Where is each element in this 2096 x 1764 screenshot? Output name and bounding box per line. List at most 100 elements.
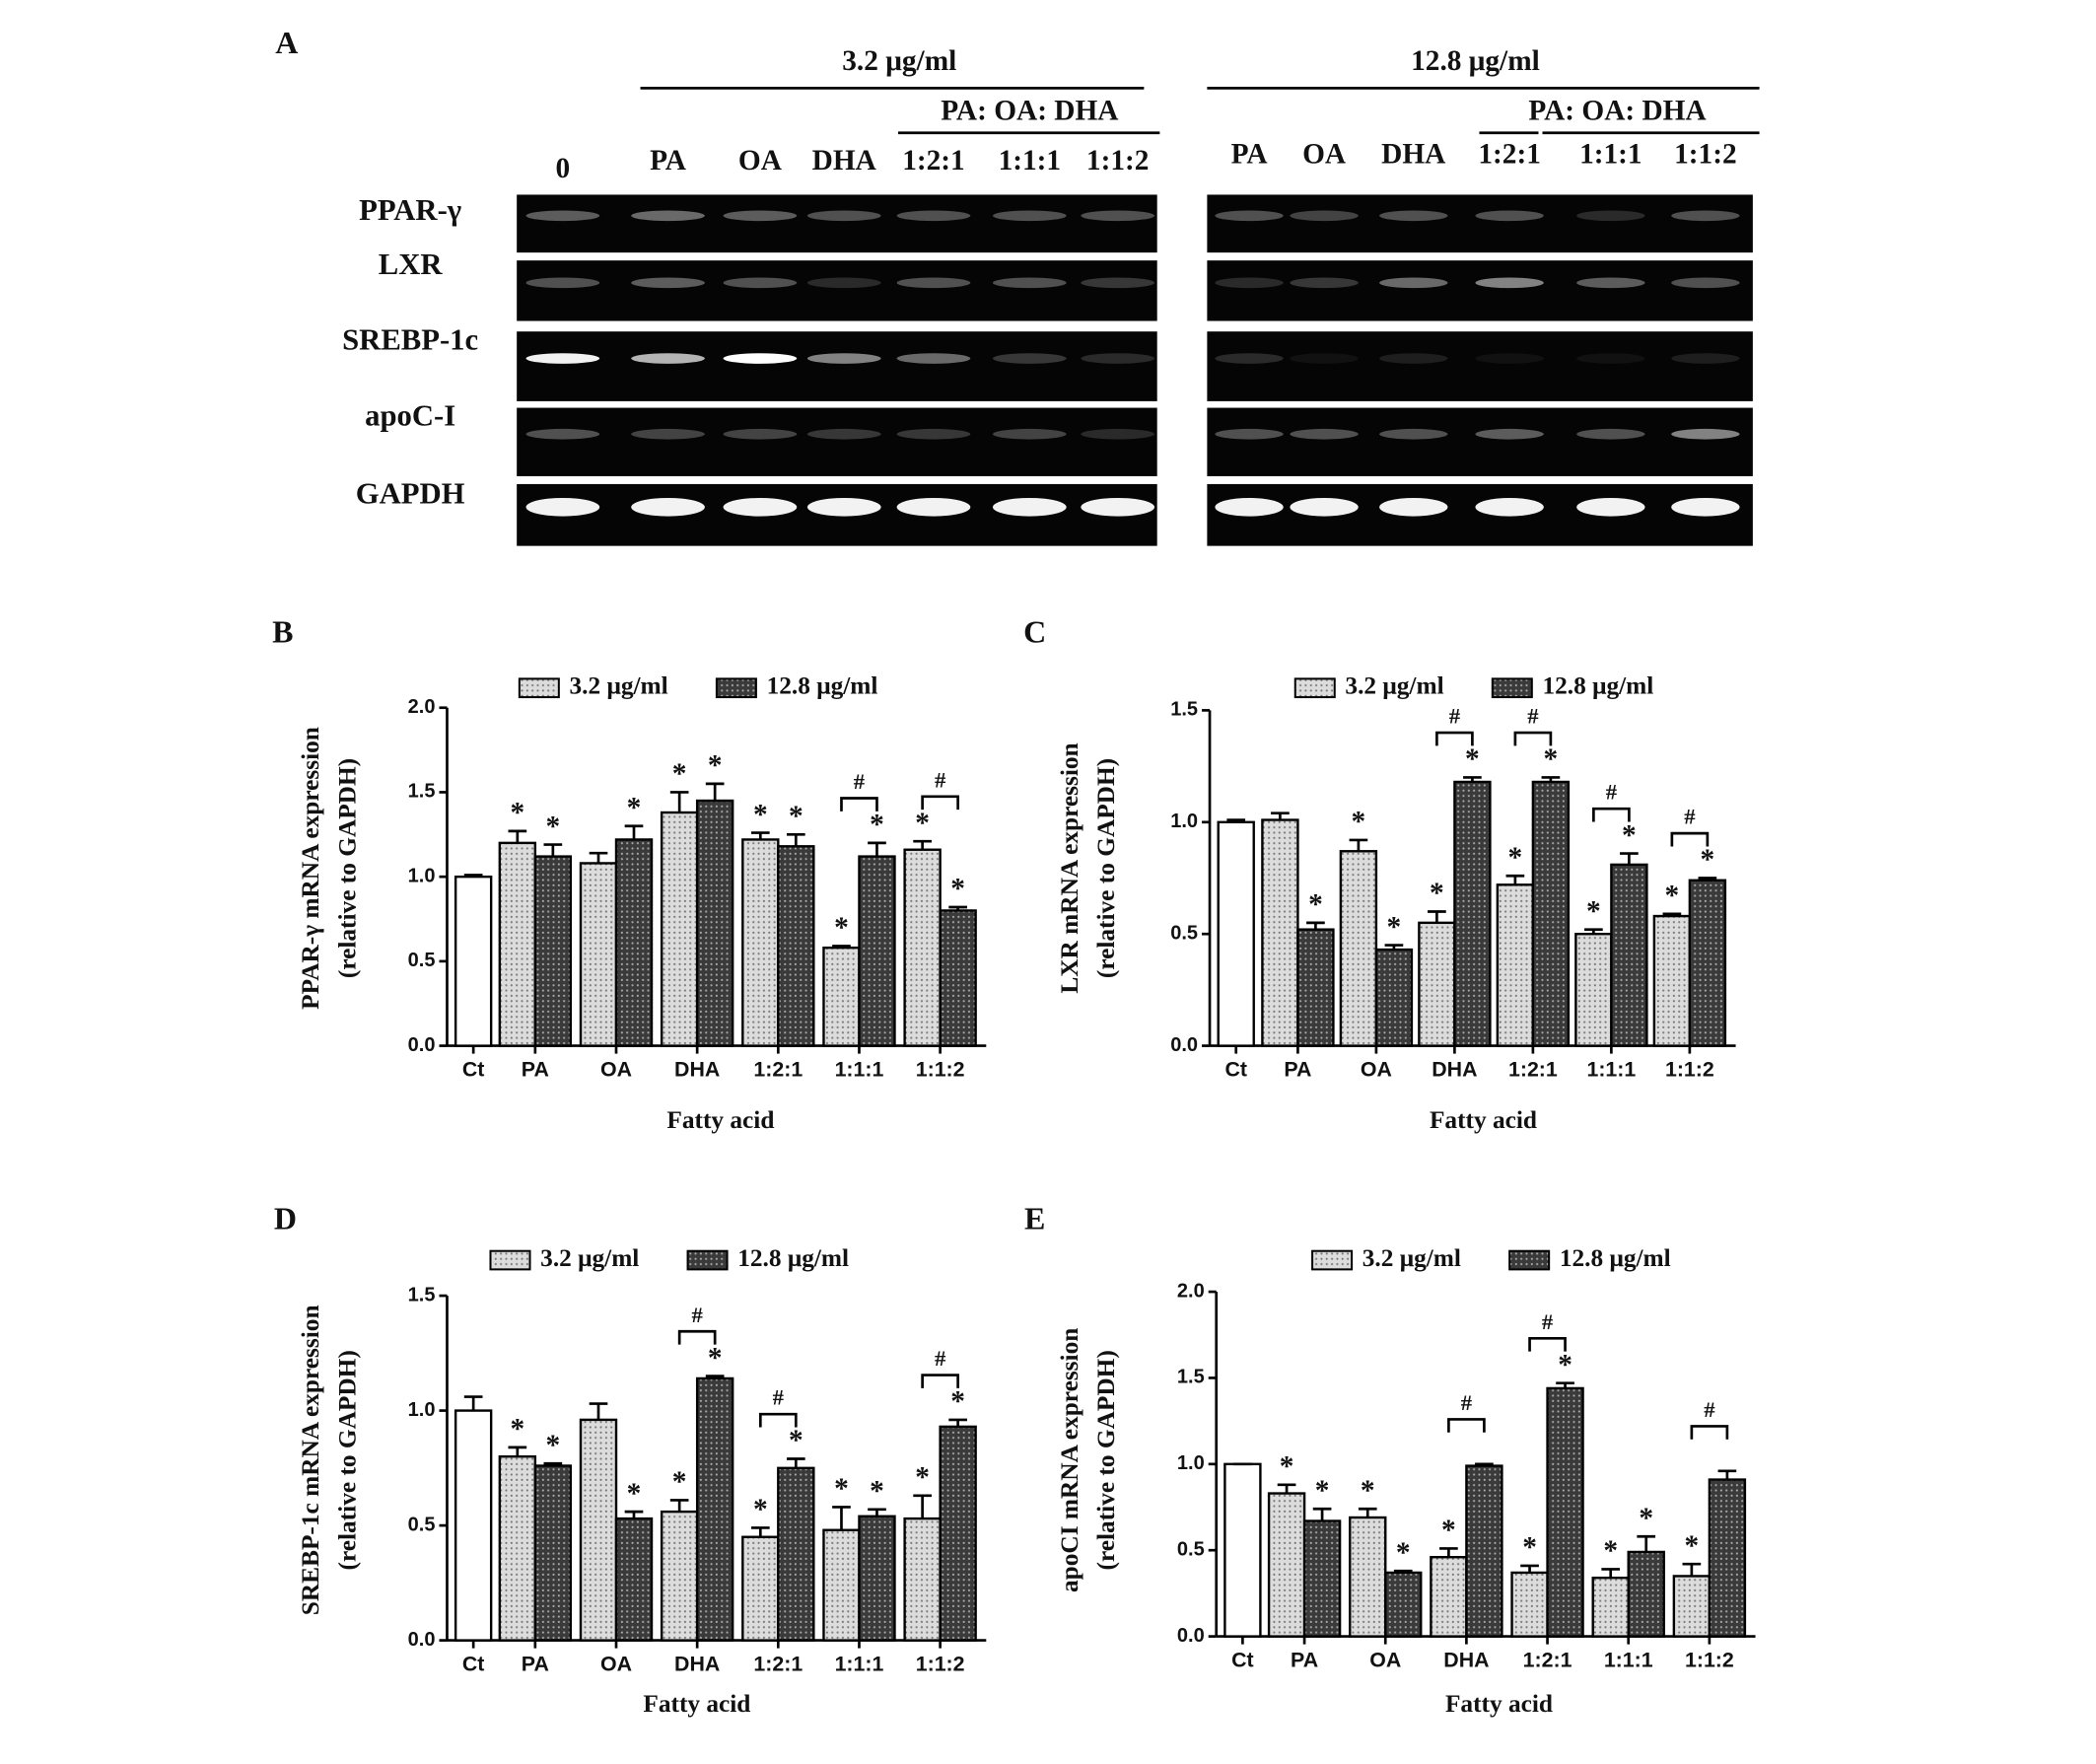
- x-tick-label: 1:1:1: [1586, 1058, 1636, 1082]
- error-bar: [1393, 1569, 1413, 1573]
- error-bar: [543, 1461, 563, 1466]
- y-tick-label: 2.0: [1177, 1280, 1205, 1302]
- bar: [939, 1425, 977, 1642]
- band: [1081, 277, 1155, 289]
- error-bar: [1682, 1562, 1702, 1577]
- significance-star: *: [1441, 1515, 1456, 1546]
- lane-label: OA: [738, 145, 782, 176]
- bar: [1217, 820, 1255, 1047]
- legend-label: 3.2 μg/ml: [1362, 1244, 1461, 1272]
- x-axis-label: Fatty acid: [666, 1106, 774, 1134]
- bar: [1223, 1462, 1262, 1638]
- y-tick-label: 1.0: [1170, 811, 1198, 832]
- band: [723, 353, 798, 364]
- bar: [1591, 1576, 1630, 1638]
- bar: [579, 1418, 618, 1642]
- significance-star: *: [870, 1475, 884, 1507]
- bar: [777, 845, 815, 1047]
- x-axis-label: Fatty acid: [1445, 1690, 1553, 1718]
- error-bar: [1620, 852, 1639, 865]
- significance-star: *: [753, 1494, 768, 1525]
- legend-swatch: [489, 1249, 531, 1271]
- legend-swatch: [518, 677, 560, 699]
- lane-label: PA: [650, 145, 686, 176]
- error-bar: [1428, 910, 1446, 923]
- legend-label: 3.2 μg/ml: [570, 672, 668, 700]
- bar: [1339, 850, 1378, 1047]
- error-bar: [1439, 1547, 1458, 1558]
- x-tick-label: Ct: [462, 1653, 485, 1676]
- bar: [858, 1515, 896, 1642]
- error-bar: [624, 824, 644, 840]
- significance-star: *: [753, 799, 768, 830]
- significance-star: *: [1558, 1349, 1572, 1380]
- bar: [1374, 948, 1414, 1047]
- bracket: [677, 1329, 717, 1345]
- bar: [1610, 863, 1648, 1047]
- gel-strip: [517, 331, 1157, 401]
- bracket: [1435, 731, 1474, 746]
- band: [525, 497, 600, 517]
- significance-star: *: [1544, 743, 1559, 775]
- hash-mark: #: [1461, 1390, 1473, 1415]
- bar: [695, 1376, 734, 1642]
- x-tick-label: DHA: [1432, 1058, 1477, 1082]
- error-bar: [1601, 1568, 1621, 1579]
- y-tick-label: 0.5: [1170, 922, 1198, 944]
- error-bar: [1556, 1381, 1574, 1388]
- band: [1475, 428, 1544, 440]
- legend-label: 12.8 μg/ml: [1542, 672, 1653, 700]
- x-tick-label: 1:1:2: [1665, 1058, 1714, 1082]
- y-axis-label: LXR mRNA expression: [1056, 742, 1083, 993]
- significance-star: *: [672, 1466, 687, 1498]
- band: [1081, 428, 1155, 440]
- lane-label: 1:2:1: [902, 145, 965, 176]
- hash-mark: #: [1684, 805, 1696, 829]
- y-tick-label: 1.5: [1170, 699, 1198, 721]
- error-bar: [669, 1499, 689, 1513]
- error-bar: [868, 1508, 886, 1517]
- band: [631, 428, 705, 440]
- error-bar: [1717, 1469, 1737, 1480]
- y-tick-label: 0.0: [408, 1629, 436, 1651]
- bar: [1418, 921, 1456, 1047]
- error-bar: [1698, 877, 1717, 881]
- band: [1671, 353, 1740, 364]
- band: [992, 497, 1067, 517]
- band: [1379, 277, 1448, 289]
- band: [1379, 353, 1448, 364]
- band: [1576, 210, 1645, 222]
- y-axis-label: SREBP-1c mRNA expression: [297, 1305, 324, 1615]
- y-tick-label: 1.5: [408, 781, 436, 803]
- bar: [939, 909, 977, 1047]
- x-tick-label: Ct: [1224, 1058, 1247, 1082]
- significance-star: *: [1352, 807, 1366, 838]
- hash-mark: #: [1542, 1309, 1554, 1334]
- bar: [903, 848, 942, 1047]
- bracket: [921, 795, 959, 811]
- bar: [903, 1517, 942, 1642]
- error-bar: [832, 1506, 851, 1530]
- band: [992, 428, 1067, 440]
- bar: [1349, 1516, 1387, 1638]
- x-axis-label: Fatty acid: [643, 1690, 750, 1718]
- x-tick-label: OA: [600, 1058, 632, 1082]
- y-tick-label: 1.0: [408, 1399, 436, 1421]
- band: [896, 210, 971, 222]
- lane-label: 1:1:1: [999, 145, 1062, 176]
- bar: [614, 838, 654, 1047]
- bracket: [1592, 807, 1631, 822]
- gel-strip: [1207, 483, 1753, 546]
- band: [896, 497, 971, 517]
- x-tick-label: OA: [600, 1653, 632, 1676]
- error-bar: [1463, 776, 1482, 782]
- bracket: [1513, 731, 1553, 746]
- error-bar: [1475, 1462, 1494, 1466]
- significance-star: *: [1701, 844, 1715, 876]
- significance-star: *: [1280, 1451, 1294, 1483]
- error-bar: [1637, 1534, 1656, 1552]
- significance-star: *: [1639, 1503, 1653, 1534]
- band: [896, 353, 971, 364]
- y-axis-label: (relative to GAPDH): [334, 1350, 362, 1570]
- error-bar: [750, 831, 770, 840]
